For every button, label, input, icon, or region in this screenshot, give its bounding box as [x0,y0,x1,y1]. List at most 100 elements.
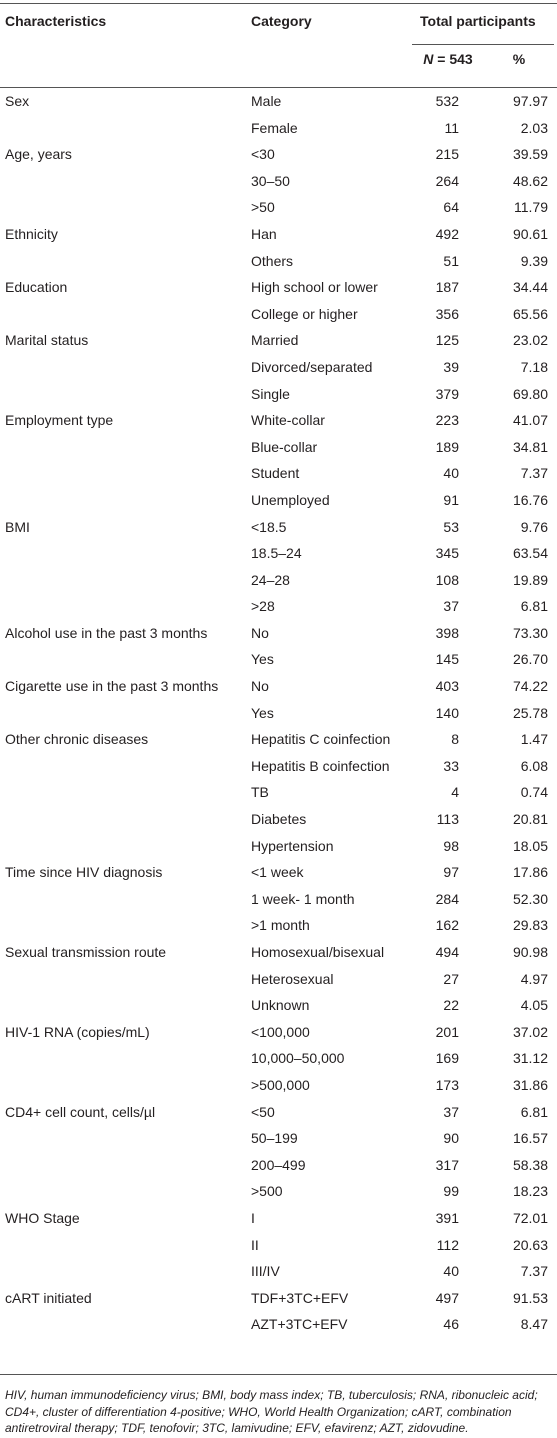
count-cell: 22 [443,997,459,1014]
table-row: Others 51 9.39 [0,248,557,275]
table-row: cART initiated TDF+3TC+EFV 497 91.53 [0,1285,557,1312]
category-cell: >500 [251,1183,283,1200]
percent-cell: 17.86 [512,864,548,881]
characteristic-cell: CD4+ cell count, cells/µl [5,1103,156,1120]
table-row: Ethnicity Han 492 90.61 [0,221,557,248]
category-cell: >28 [251,598,275,615]
count-cell: 99 [443,1183,459,1200]
category-cell: College or higher [251,305,358,322]
table-row: AZT+3TC+EFV 46 8.47 [0,1311,557,1338]
category-cell: Hepatitis C coinfection [251,731,391,748]
table-footnote: HIV, human immunodeficiency virus; BMI, … [5,1388,538,1435]
table-row: Heterosexual 27 4.97 [0,966,557,993]
count-cell: 145 [435,651,459,668]
category-cell: Han [251,225,277,242]
category-cell: >500,000 [251,1076,310,1093]
category-cell: <18.5 [251,518,287,535]
percent-cell: 31.86 [512,1076,548,1093]
count-cell: 223 [435,412,459,429]
count-cell: 187 [435,279,459,296]
count-cell: 391 [435,1209,459,1226]
table-row: >500 99 18.23 [0,1178,557,1205]
characteristic-cell: Cigarette use in the past 3 months [5,678,219,695]
characteristic-cell: Marital status [5,332,89,349]
category-cell: >50 [251,199,275,216]
count-cell: 108 [435,571,459,588]
percent-cell: 31.12 [512,1050,548,1067]
table-row: WHO Stage I 391 72.01 [0,1205,557,1232]
count-cell: 201 [435,1023,459,1040]
table-row: Unemployed 91 16.76 [0,487,557,514]
table-row: Sexual transmission route Homosexual/bise… [0,939,557,966]
table-row: >50 64 11.79 [0,194,557,221]
category-cell: Heterosexual [251,970,334,987]
header-percent: % [512,51,526,67]
category-cell: Yes [251,651,274,668]
category-cell: TDF+3TC+EFV [251,1289,349,1306]
count-cell: 27 [443,970,459,987]
percent-cell: 20.81 [512,811,548,828]
table-row: Employment type White-collar 223 41.07 [0,407,557,434]
table-row: 30–50 264 48.62 [0,168,557,195]
table-row: Age, years <30 215 39.59 [0,141,557,168]
count-cell: 189 [435,438,459,455]
table-row: 50–199 90 16.57 [0,1125,557,1152]
percent-cell: 90.61 [512,225,548,242]
count-cell: 125 [435,332,459,349]
count-cell: 264 [435,172,459,189]
table-row: 200–499 317 58.38 [0,1152,557,1179]
characteristic-cell: Sex [5,93,30,109]
category-cell: Student [251,465,300,482]
characteristic-cell: BMI [5,518,30,535]
percent-cell: 34.44 [512,279,548,296]
percent-cell: 26.70 [512,651,548,668]
category-cell: 10,000–50,000 [251,1050,345,1067]
header-category: Category [251,13,312,29]
characteristic-cell: Alcohol use in the past 3 months [5,624,208,641]
percent-cell: 69.80 [512,385,548,402]
count-cell: 379 [435,385,459,402]
count-cell: 492 [435,225,459,242]
count-cell: 97 [443,864,459,881]
count-cell: 40 [443,1263,459,1280]
table-row: Hypertension 98 18.05 [0,833,557,860]
category-cell: Married [251,332,299,349]
percent-cell: 11.79 [514,199,548,216]
category-cell: 18.5–24 [251,545,302,562]
percent-cell: 48.62 [512,172,548,189]
percent-cell: 16.76 [512,491,548,508]
percent-cell: 6.81 [520,598,548,615]
category-cell: <30 [251,146,275,163]
table-row: Sex Male 532 97.97 [0,88,557,115]
table-row: Other chronic diseases Hepatitis C coinfe… [0,726,557,753]
table-row: TB 4 0.74 [0,779,557,806]
percent-cell: 97.97 [512,93,548,109]
percent-cell: 6.08 [520,757,548,774]
count-cell: 494 [435,944,459,960]
count-cell: 37 [443,1103,459,1120]
percent-cell: 4.97 [520,970,548,987]
header-total-participants: Total participants [420,13,536,29]
count-cell: 53 [443,518,459,535]
count-cell: 140 [435,704,459,721]
header-sub-rule [412,44,554,45]
percent-cell: 7.18 [520,358,548,375]
table-row: Education High school or lower 187 34.44 [0,274,557,301]
count-cell: 356 [435,305,459,322]
percent-cell: 52.30 [512,890,548,907]
percent-cell: 18.23 [512,1183,548,1200]
category-cell: Hypertension [251,837,334,854]
table-row: 24–28 108 19.89 [0,567,557,594]
percent-cell: 72.01 [512,1209,548,1226]
category-cell: III/IV [251,1263,280,1280]
percent-cell: 1.47 [520,731,548,748]
count-cell: 345 [435,545,459,562]
table-row: Female 11 2.03 [0,115,557,142]
percent-cell: 29.83 [512,917,548,934]
percent-cell: 16.57 [512,1130,548,1147]
percent-cell: 9.39 [520,252,548,269]
count-cell: 46 [443,1316,459,1333]
percent-cell: 7.37 [520,1263,548,1280]
category-cell: Hepatitis B coinfection [251,757,390,774]
percent-cell: 91.53 [512,1289,548,1306]
